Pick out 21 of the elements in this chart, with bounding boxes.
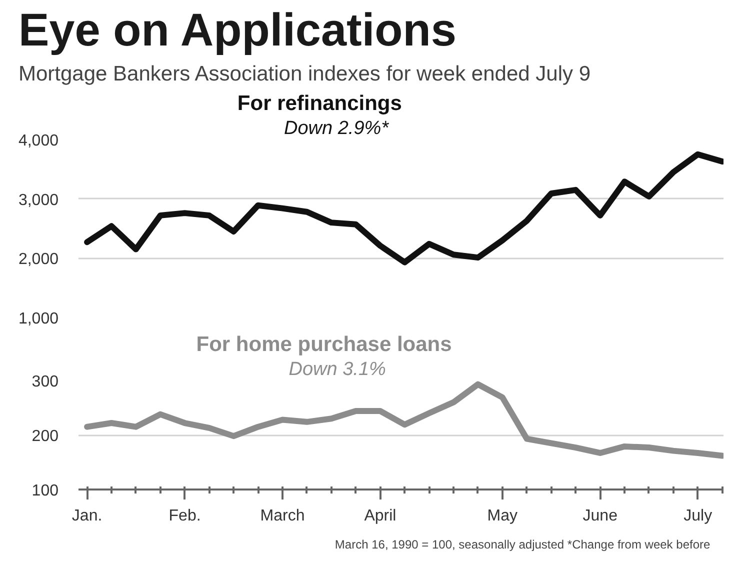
y-tick-label: 1,000 <box>18 310 59 328</box>
y-tick-label: 3,000 <box>18 192 59 209</box>
x-tick-label: Jan. <box>72 508 102 524</box>
y-tick-label: 2,000 <box>18 251 59 268</box>
text: Down 2.9%* <box>284 118 390 139</box>
y-tick-label: 100 <box>32 482 59 500</box>
text: For refinancings <box>237 92 402 115</box>
text: Down 3.1% <box>288 359 386 380</box>
y-tick-label: 4,000 <box>18 132 59 150</box>
x-tick-label: March <box>260 508 305 524</box>
y-tick-label: 200 <box>32 428 59 445</box>
y-tick-label: 300 <box>32 374 59 390</box>
text: March 16, 1990 = 100, seasonally adjusted *Change from week before <box>334 538 710 552</box>
x-tick-label: May <box>487 508 518 524</box>
x-tick-label: July <box>684 508 712 524</box>
chart-subtitle: Mortgage Bankers Association indexes for week ended July 9 <box>18 62 590 86</box>
series-label: For home purchase loans <box>196 333 452 356</box>
chart-title: Eye on Applications <box>18 4 456 56</box>
x-tick-label: Feb. <box>168 508 201 524</box>
x-tick-label: April <box>364 508 396 524</box>
x-tick-label: June <box>582 508 618 524</box>
